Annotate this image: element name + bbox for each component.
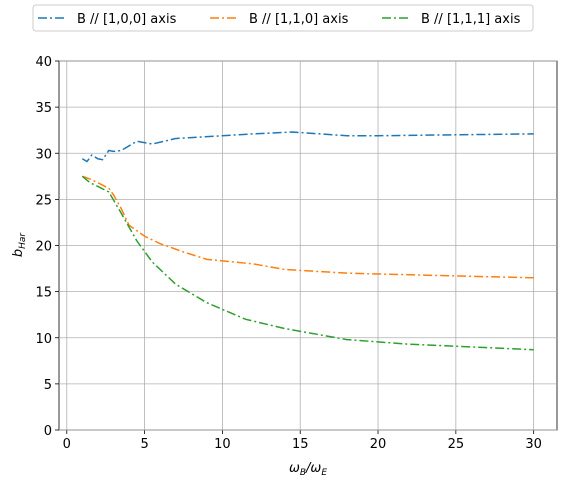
y-tick-label: 5 [44, 378, 52, 393]
x-tick-label: 0 [63, 437, 71, 452]
series-line [82, 175, 534, 279]
x-tick-label: 5 [140, 437, 148, 452]
x-label-part: /ω [305, 461, 321, 476]
x-tick-label: 20 [370, 437, 387, 452]
y-label-part: b [11, 249, 26, 257]
x-tick-label: 15 [292, 437, 309, 452]
y-tick-label: 25 [35, 193, 52, 208]
x-axis-label: ωB/ωE [289, 461, 327, 478]
y-tick-label: 15 [35, 286, 52, 301]
legend-label: B // [1,1,0] axis [249, 12, 349, 27]
y-tick-label: 10 [35, 332, 52, 347]
x-label-part: E [321, 468, 327, 478]
series-line [81, 175, 534, 351]
x-label-part: B [300, 468, 306, 478]
y-tick-label: 35 [35, 101, 52, 116]
legend [32, 4, 534, 32]
y-label-part: Har [18, 232, 28, 249]
series-line [81, 131, 534, 163]
y-axis-label: bHar [11, 232, 28, 258]
y-tick-label: 30 [35, 147, 52, 162]
y-tick-label: 20 [35, 240, 52, 255]
legend-label: B // [1,1,1] axis [421, 12, 521, 27]
x-tick-label: 10 [214, 437, 231, 452]
x-label-part: ω [289, 461, 300, 476]
legend-label: B // [1,0,0] axis [77, 12, 177, 27]
x-tick-label: 25 [448, 437, 465, 452]
y-tick-label: 40 [35, 55, 52, 70]
x-tick-label: 30 [525, 437, 542, 452]
y-tick-label: 0 [44, 424, 52, 439]
